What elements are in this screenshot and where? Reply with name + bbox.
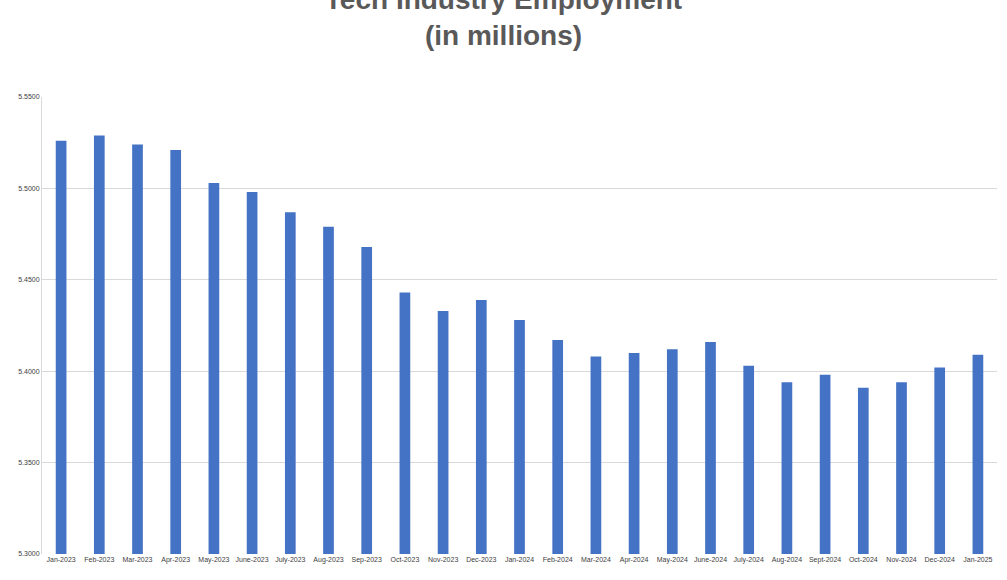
svg-text:5.3500: 5.3500	[18, 459, 40, 466]
svg-text:Apr-2024: Apr-2024	[620, 556, 649, 564]
svg-text:Sep-2023: Sep-2023	[352, 556, 382, 564]
svg-text:July-2023: July-2023	[275, 556, 305, 564]
svg-text:Feb-2024: Feb-2024	[543, 556, 573, 563]
svg-text:5.4500: 5.4500	[18, 276, 40, 283]
svg-text:5.5000: 5.5000	[18, 185, 40, 192]
svg-text:Mar-2024: Mar-2024	[581, 556, 611, 563]
svg-text:5.3000: 5.3000	[18, 550, 40, 557]
svg-text:Oct-2023: Oct-2023	[391, 556, 420, 563]
svg-text:Apr-2023: Apr-2023	[161, 556, 190, 564]
svg-text:Mar-2023: Mar-2023	[123, 556, 153, 563]
svg-text:May-2023: May-2023	[198, 556, 229, 564]
svg-text:Jan-2024: Jan-2024	[505, 556, 534, 563]
svg-text:Jan-2025: Jan-2025	[963, 556, 992, 563]
svg-text:Tech Industry Employment(in mi: Tech Industry Employment(in millions)	[325, 0, 682, 51]
svg-text:Jan-2023: Jan-2023	[46, 556, 75, 563]
svg-text:Aug-2024: Aug-2024	[772, 556, 802, 564]
svg-text:5.4000: 5.4000	[18, 368, 40, 375]
svg-text:Aug-2023: Aug-2023	[313, 556, 343, 564]
svg-text:May-2024: May-2024	[657, 556, 688, 564]
svg-text:Feb-2023: Feb-2023	[84, 556, 114, 563]
svg-text:June-2023: June-2023	[236, 556, 269, 563]
svg-text:Nov-2024: Nov-2024	[886, 556, 916, 563]
svg-text:July-2024: July-2024	[734, 556, 764, 564]
svg-text:5.5500: 5.5500	[18, 93, 40, 100]
svg-text:Nov-2023: Nov-2023	[428, 556, 458, 563]
svg-text:Sept-2024: Sept-2024	[809, 556, 841, 564]
svg-text:June-2024: June-2024	[694, 556, 727, 563]
svg-text:Dec-2023: Dec-2023	[466, 556, 496, 563]
svg-text:Oct-2024: Oct-2024	[849, 556, 878, 563]
svg-text:Dec-2024: Dec-2024	[925, 556, 955, 563]
